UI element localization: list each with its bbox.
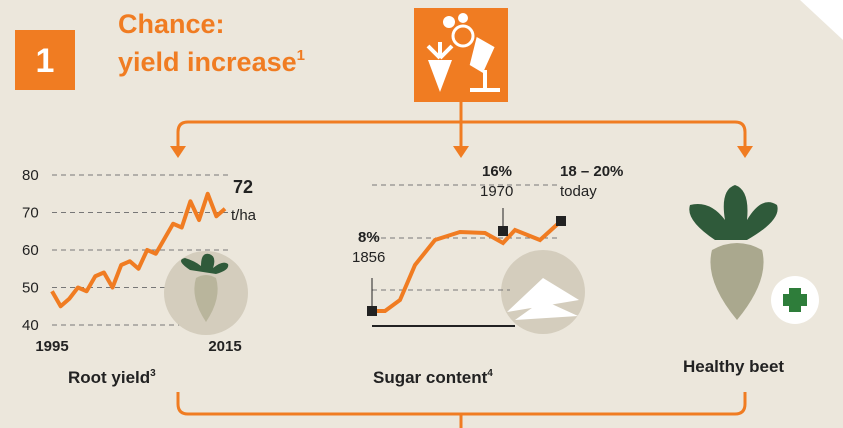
- beet-caption: Healthy beet: [683, 357, 784, 376]
- y-tick-label: 40: [22, 317, 39, 334]
- sugar-mid-year: 1970: [480, 183, 513, 200]
- title-text: yield increase: [118, 47, 297, 77]
- x-tick-label: 1995: [35, 338, 68, 355]
- sugar-caption-sup: 4: [487, 368, 493, 379]
- sugar-circle: [501, 250, 585, 334]
- infographic: 1 Chance: yield increase1 8% 1856: [0, 0, 843, 428]
- number: 1: [36, 42, 55, 80]
- sugar-mid-value: 16%: [482, 163, 512, 180]
- icon: [414, 8, 508, 102]
- sugar-caption-text: Sugar content: [373, 368, 488, 387]
- chart-caption-text: Root yield: [68, 368, 150, 387]
- title-sup: 1: [297, 47, 305, 64]
- y-tick-label: 50: [22, 280, 39, 297]
- sugar-caption: Sugar content4: [373, 368, 493, 387]
- beet-circle: [164, 251, 248, 335]
- chart-caption: Root yield3: [68, 368, 156, 387]
- y-tick-label: 70: [22, 205, 39, 222]
- end-unit: t/ha: [231, 207, 257, 224]
- sugar-start-value: 8%: [358, 229, 380, 246]
- y-tick-label: 60: [22, 242, 39, 259]
- chart-caption-sup: 3: [150, 368, 156, 379]
- sugar-start-year: 1856: [352, 249, 385, 266]
- end-label: 72: [233, 177, 253, 197]
- sugar-end-year: today: [560, 183, 597, 200]
- title-line1: Chance:: [118, 9, 225, 39]
- y-tick-label: 80: [22, 167, 39, 184]
- x-tick-label: 2015: [208, 338, 241, 355]
- sugar-end-value: 18 – 20%: [560, 163, 623, 180]
- title-line2: yield increase1: [118, 47, 305, 77]
